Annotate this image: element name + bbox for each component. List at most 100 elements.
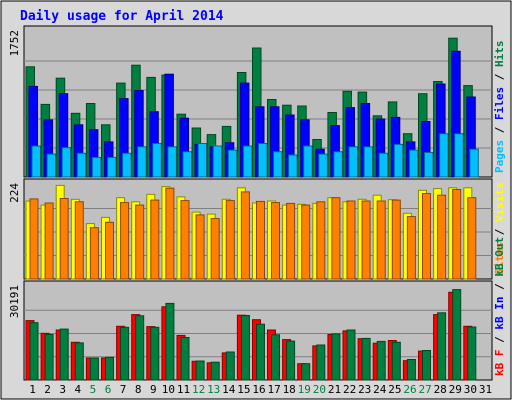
panel-hits-files-pages: 1752 Pages / Files / Hits xyxy=(8,25,506,178)
bar-pages-day-1 xyxy=(31,145,41,178)
bar-sites-day-26 xyxy=(406,216,416,280)
day-label-1: 1 xyxy=(29,383,36,396)
bar-kb-out-day-5 xyxy=(89,357,99,381)
bar-pages-day-20 xyxy=(318,153,328,178)
bar-kb-out-day-19 xyxy=(301,363,311,381)
bar-kb-out-day-4 xyxy=(74,342,84,381)
day-label-25: 25 xyxy=(388,383,401,396)
legend-entry: kB F xyxy=(493,350,506,377)
bar-sites-day-15 xyxy=(240,191,250,280)
y-max-label: 1752 xyxy=(8,30,21,57)
bar-sites-day-4 xyxy=(74,201,84,280)
legend-entry: / xyxy=(493,222,506,242)
bar-pages-day-4 xyxy=(76,152,87,178)
bar-sites-day-7 xyxy=(120,202,130,280)
bar-sites-day-8 xyxy=(135,204,145,280)
legend-entry: kB Out xyxy=(493,237,506,277)
bar-sites-day-14 xyxy=(225,200,235,280)
legend-entry: Files xyxy=(493,87,506,120)
bar-sites-day-28 xyxy=(437,194,447,280)
bar-sites-day-9 xyxy=(150,199,160,280)
bar-pages-day-2 xyxy=(46,153,57,178)
bar-pages-day-5 xyxy=(91,156,102,178)
bar-kb-out-day-28 xyxy=(437,312,447,381)
bar-sites-day-5 xyxy=(89,227,99,280)
bar-sites-day-20 xyxy=(316,201,326,280)
legend-entry: kB In xyxy=(493,297,506,330)
legend-entry: Visits xyxy=(493,182,506,222)
bar-sites-day-1 xyxy=(29,198,39,280)
bar-kb-out-day-9 xyxy=(150,326,160,381)
bar-pages-day-23 xyxy=(363,146,374,178)
bar-kb-out-day-6 xyxy=(105,356,114,381)
bar-kb-out-day-24 xyxy=(376,340,386,381)
bar-pages-day-10 xyxy=(167,146,177,178)
legend-entry: Hits xyxy=(493,41,506,68)
bar-pages-day-26 xyxy=(408,149,419,178)
bar-pages-day-24 xyxy=(378,152,389,178)
day-label-31: 31 xyxy=(479,383,492,396)
bar-kb-out-day-2 xyxy=(44,334,54,381)
bar-pages-day-28 xyxy=(439,133,449,178)
y-max-label: 30191 xyxy=(8,285,21,318)
bar-kb-out-day-11 xyxy=(180,337,190,381)
bar-pages-day-12 xyxy=(197,143,208,178)
bar-kb-out-day-29 xyxy=(452,289,462,381)
panel-visits-sites: 224 Sites / Visits xyxy=(8,178,506,280)
panel-kbf-kbin-kbout: 30191 kB F / kB In / kB Out xyxy=(8,237,506,381)
day-label-7: 7 xyxy=(120,383,127,396)
bar-pages-day-15 xyxy=(242,145,253,178)
bar-sites-day-11 xyxy=(180,200,190,280)
day-label-22: 22 xyxy=(343,383,356,396)
bar-pages-day-25 xyxy=(393,143,404,178)
legend-entry: / xyxy=(493,120,506,140)
bar-kb-out-day-14 xyxy=(225,351,235,381)
bar-pages-day-19 xyxy=(303,145,313,178)
bar-sites-day-29 xyxy=(452,189,462,280)
bar-kb-out-day-21 xyxy=(331,333,341,381)
day-label-27: 27 xyxy=(418,383,431,396)
y-max-label: 224 xyxy=(8,183,21,203)
day-label-15: 15 xyxy=(237,383,250,396)
bar-kb-out-day-17 xyxy=(271,334,280,381)
day-label-4: 4 xyxy=(74,383,81,396)
bar-sites-day-18 xyxy=(286,202,296,280)
bar-sites-day-13 xyxy=(210,218,220,280)
bar-kb-out-day-27 xyxy=(422,350,431,381)
bar-kb-out-day-10 xyxy=(165,302,175,381)
bar-kb-out-day-8 xyxy=(135,315,145,381)
bar-kb-out-day-7 xyxy=(120,326,130,381)
bar-pages-day-6 xyxy=(107,156,117,178)
day-label-19: 19 xyxy=(298,383,311,396)
day-label-9: 9 xyxy=(150,383,157,396)
bar-sites-day-25 xyxy=(391,199,401,280)
day-label-11: 11 xyxy=(177,383,190,396)
bar-pages-day-3 xyxy=(61,147,72,178)
panel-legend: Sites / Visits xyxy=(493,182,506,275)
bar-sites-day-21 xyxy=(331,197,341,280)
day-label-10: 10 xyxy=(162,383,175,396)
legend-entry: Pages xyxy=(493,140,506,173)
bar-pages-day-18 xyxy=(288,154,298,178)
day-label-20: 20 xyxy=(313,383,326,396)
bar-pages-day-21 xyxy=(333,151,343,178)
bar-pages-day-29 xyxy=(454,133,464,178)
day-label-16: 16 xyxy=(252,383,265,396)
day-label-23: 23 xyxy=(358,383,371,396)
bar-pages-day-11 xyxy=(182,151,192,178)
bar-sites-day-30 xyxy=(467,197,477,280)
bar-pages-day-22 xyxy=(348,146,358,178)
bar-pages-day-16 xyxy=(258,143,268,178)
legend-entry: / xyxy=(493,330,506,350)
day-label-17: 17 xyxy=(267,383,280,396)
bar-kb-out-day-20 xyxy=(316,344,326,381)
bar-kb-out-day-15 xyxy=(240,315,250,381)
day-label-30: 30 xyxy=(464,383,477,396)
bar-kb-out-day-23 xyxy=(361,337,371,381)
bar-kb-out-day-25 xyxy=(391,341,401,381)
bar-sites-day-17 xyxy=(271,202,280,280)
bar-pages-day-17 xyxy=(273,151,283,178)
day-label-2: 2 xyxy=(44,383,51,396)
